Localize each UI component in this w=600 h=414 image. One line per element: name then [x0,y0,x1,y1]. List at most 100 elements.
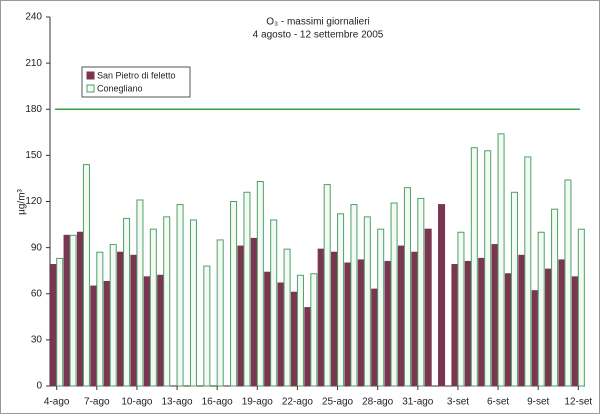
x-tick-label: 16-ago [202,397,234,408]
bar [537,231,545,387]
bar [143,276,151,387]
y-tick-label: 240 [25,12,42,23]
bar [250,237,258,387]
bar [371,288,379,387]
y-tick-label: 90 [31,242,43,253]
bar [323,184,331,387]
x-tick-label: 4-ago [44,397,70,408]
chart-subtitle: 4 agosto - 12 settembre 2005 [253,30,384,41]
x-tick-label: 13-ago [161,397,193,408]
bar [524,156,532,387]
chart-title: O₃ - massimi giornalieri [266,17,370,28]
bar [317,248,325,387]
legend-swatch [86,84,95,93]
bar [411,251,419,387]
bar [96,251,104,387]
bar [558,259,566,387]
bar [390,202,398,387]
bar [331,251,339,387]
bar [491,244,499,387]
bar [50,264,58,387]
bar [230,201,238,387]
bar [403,187,411,387]
bar [504,273,512,387]
bar [117,251,125,387]
bar [464,260,472,387]
bar [243,191,251,387]
bar [518,254,526,387]
x-tick-label: 31-ago [402,397,434,408]
bar [69,234,77,387]
x-tick-label: 19-ago [242,397,274,408]
bar [109,244,117,387]
bar [344,262,352,387]
bar [90,285,98,387]
bar [203,265,211,387]
bar [123,217,131,387]
bar [417,197,425,387]
bar [63,234,71,387]
bar [163,216,171,387]
y-tick-label: 180 [25,104,42,115]
y-axis-label: µg/m³ [17,188,28,214]
bar [384,260,392,387]
bar [350,204,358,387]
bar [545,268,553,387]
bar [149,228,157,387]
y-tick-label: 210 [25,58,42,69]
x-tick-label: 10-ago [121,397,153,408]
legend-label: San Pietro di feletto [97,70,176,80]
bar [438,204,446,387]
x-tick-label: 22-ago [282,397,314,408]
bar [571,276,579,387]
bar [103,280,111,387]
bar [531,290,539,387]
bar [478,257,486,387]
bar [564,179,572,387]
bar [157,274,165,387]
y-tick-label: 60 [31,288,43,299]
bar [357,259,365,387]
bar [577,228,585,387]
bar [510,191,518,387]
bar [363,216,371,387]
bar [470,147,478,387]
x-tick-label: 28-ago [362,397,394,408]
bar [130,254,138,387]
bar [457,231,465,387]
bar [56,257,64,387]
legend-box [81,66,191,98]
bar [237,245,245,387]
bar [256,181,264,387]
bar [484,150,492,387]
legend-swatch [86,71,95,80]
x-tick-label: 3-set [447,397,469,408]
bar [216,239,224,387]
bar [397,245,405,387]
y-tick-label: 0 [36,381,42,392]
bar [136,199,144,387]
x-tick-label: 25-ago [322,397,354,408]
bar [296,274,304,387]
bar [337,213,345,387]
bar [310,273,318,387]
legend-label: Conegliano [97,83,143,93]
bar [277,282,285,387]
y-tick-label: 150 [25,150,42,161]
bar [76,231,84,387]
bar [189,219,197,387]
y-tick-label: 30 [31,335,43,346]
x-tick-label: 9-set [527,397,549,408]
bar [424,228,432,387]
bar [497,133,505,387]
bar [176,204,184,387]
y-tick-label: 120 [25,196,42,207]
x-tick-label: 12-set [564,397,592,408]
x-tick-label: 6-set [487,397,509,408]
bar [290,291,298,387]
bar [304,307,312,387]
bar [82,164,90,387]
bar [270,219,278,387]
bar [451,264,459,387]
